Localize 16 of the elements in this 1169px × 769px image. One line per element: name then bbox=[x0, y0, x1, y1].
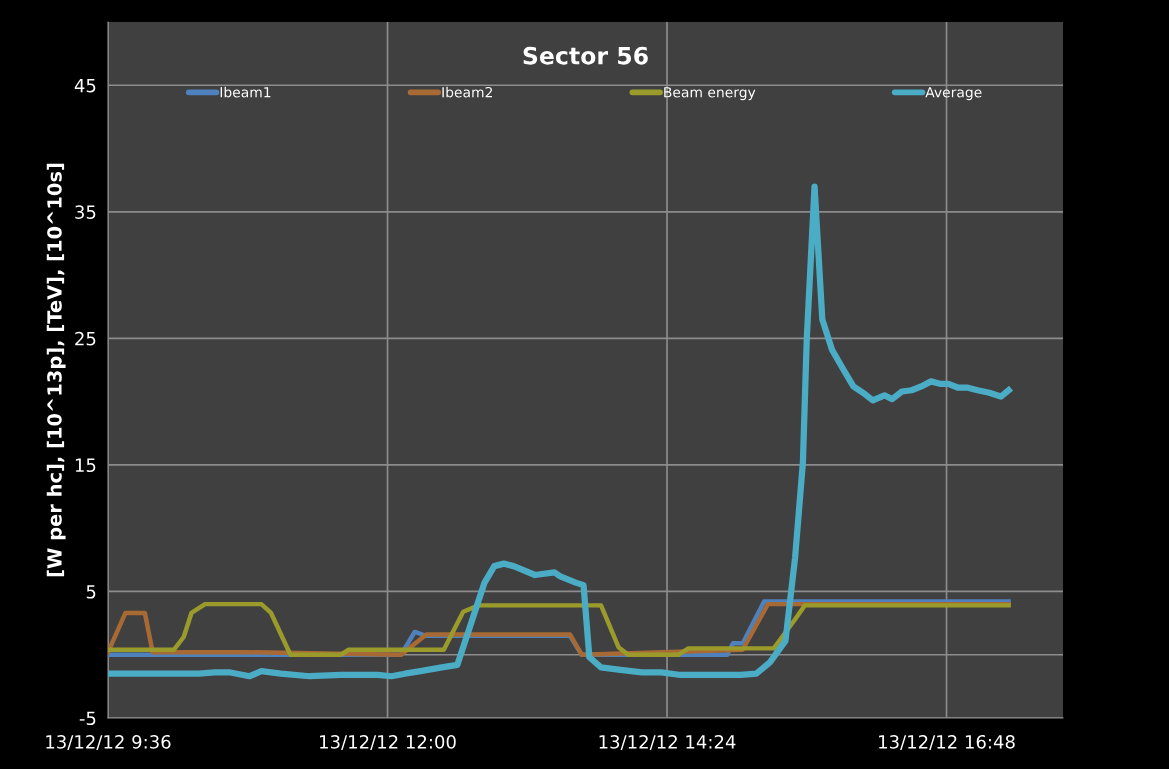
y-tick-label: 45 bbox=[74, 78, 96, 93]
x-tick-label: 13/12/12 12:00 bbox=[320, 734, 456, 751]
y-tick-label: 5 bbox=[86, 585, 96, 599]
y-axis-title: [W per hc], [10^13p], [TeV], [10^10s] bbox=[46, 163, 66, 577]
y-tick-label: -5 bbox=[79, 711, 96, 726]
x-tick-label: 13/12/12 9:36 bbox=[46, 734, 171, 751]
x-tick-label: 13/12/12 16:48 bbox=[879, 734, 1015, 751]
y-tick-label: 25 bbox=[75, 331, 96, 346]
legend-label: Average bbox=[925, 87, 982, 101]
legend-label: Beam energy bbox=[664, 87, 756, 101]
y-tick-label: 15 bbox=[75, 458, 96, 473]
y-tick-label: 35 bbox=[75, 205, 96, 219]
text: Sector 56 bbox=[523, 46, 648, 65]
x-tick-label: 13/12/12 14:24 bbox=[599, 734, 736, 751]
legend-label: Ibeam1 bbox=[220, 86, 271, 98]
legend-label: Ibeam2 bbox=[442, 86, 493, 98]
